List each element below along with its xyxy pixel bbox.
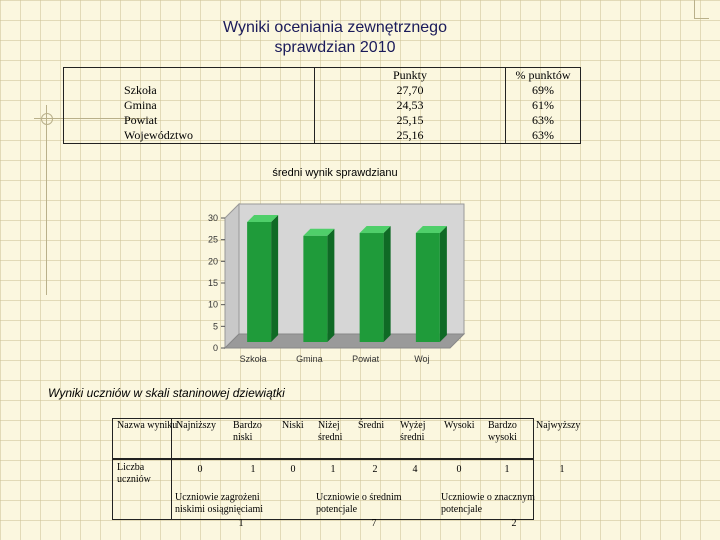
summary-header-empty	[63, 67, 315, 83]
bar-top	[359, 226, 391, 234]
x-tick-label: Gmina	[296, 354, 323, 364]
average-score-chart: średni wynik sprawdzianu 0 5 10 15 20 25 30 Szko…	[208, 167, 466, 364]
stanine-row-label-count: Liczba uczniów	[117, 462, 151, 485]
stanine-col-name: Bardzo niski	[233, 420, 262, 443]
bar-side	[271, 214, 279, 342]
chart-floor	[223, 333, 466, 349]
bar	[247, 221, 272, 342]
stanine-col-name: Bardzo wysoki	[488, 420, 517, 443]
stanine-col-name: Najniższy	[176, 420, 216, 431]
summary-row-label: Województwo	[63, 128, 315, 144]
x-tick-label: Szkoła	[240, 354, 267, 364]
decorative-circle	[41, 113, 53, 125]
summary-row-points: 25,15	[314, 113, 506, 128]
stanine-col-name: Niski	[282, 420, 304, 431]
y-tick-label: 0	[213, 343, 218, 353]
title-line-2: sprawdzian 2010	[274, 39, 396, 56]
bar-side	[383, 226, 391, 342]
y-tick-label: 10	[208, 300, 218, 310]
summary-header-percent: % punktów	[505, 67, 581, 83]
stanine-col-count: 1	[559, 464, 565, 475]
stanine-col-count: 0	[290, 464, 296, 475]
stanine-group-total: 7	[371, 518, 377, 529]
x-tick-label: Woj	[414, 354, 429, 364]
bar	[359, 233, 384, 342]
stanine-col-count: 1	[504, 464, 510, 475]
summary-row-percent: 61%	[505, 98, 581, 113]
stanine-col-count: 2	[372, 464, 378, 475]
stanine-row-label-name: Nazwa wyniku	[117, 420, 178, 431]
summary-row-percent: 63%	[505, 128, 581, 144]
bar	[415, 232, 440, 342]
summary-row-points: 25,16	[314, 128, 506, 144]
stanine-col-name: Średni	[358, 420, 385, 431]
stanine-group-label: Uczniowie o znacznym potencjale	[441, 492, 535, 515]
stanine-col-count: 1	[330, 464, 336, 475]
stanine-label-column	[112, 418, 172, 520]
summary-row-points: 24,53	[314, 98, 506, 113]
stanine-col-count: 4	[412, 464, 418, 475]
summary-row-label: Gmina	[63, 98, 315, 113]
stanine-col-name: Niżej średni	[318, 420, 343, 443]
y-tick-label: 25	[208, 235, 218, 245]
y-tick-label: 20	[208, 256, 218, 266]
summary-row: Województwo 25,16 63%	[63, 128, 581, 144]
summary-table: Punkty % punktów Szkoła 27,70 69% Gmina …	[63, 67, 581, 144]
y-tick-label: 5	[213, 321, 218, 331]
chart-title: średni wynik sprawdzianu	[272, 167, 397, 179]
bar	[303, 235, 328, 342]
summary-row: Powiat 25,15 63%	[63, 113, 581, 128]
stanine-group-total: 2	[511, 518, 517, 529]
summary-row-points: 27,70	[314, 83, 506, 98]
y-tick-label: 15	[208, 278, 218, 288]
summary-row: Gmina 24,53 61%	[63, 98, 581, 113]
stanine-col-count: 0	[197, 464, 203, 475]
summary-row-label: Szkoła	[63, 83, 315, 98]
stanine-col-name: Wysoki	[444, 420, 475, 431]
summary-row-percent: 69%	[505, 83, 581, 98]
x-tick-label: Powiat	[352, 354, 380, 364]
chart-side-wall	[224, 202, 240, 350]
summary-row-label: Powiat	[63, 113, 315, 128]
title-line-1: Wyniki oceniania zewnętrznego	[223, 19, 447, 36]
bar-top	[303, 228, 335, 236]
decorative-vertical-line	[46, 105, 47, 295]
stanine-col-count: 0	[456, 464, 462, 475]
stanine-divider	[112, 458, 534, 460]
bar-side	[327, 228, 335, 342]
summary-header-points: Punkty	[314, 67, 506, 83]
summary-row: Szkoła 27,70 69%	[63, 83, 581, 98]
stanine-group-label: Uczniowie o średnim potencjale	[316, 492, 402, 515]
stanine-col-name: Najwyższy	[536, 420, 581, 431]
y-tick-label: 30	[208, 213, 218, 223]
decorative-corner	[694, 0, 709, 19]
slide-title: Wyniki oceniania zewnętrznego sprawdzian…	[170, 18, 500, 58]
bar-top	[247, 214, 279, 222]
stanine-group-label: Uczniowie zagrożeni niskimi osiągnięciam…	[175, 492, 264, 515]
stanine-title: Wyniki uczniów w skali staninowej dziewi…	[48, 386, 285, 400]
stanine-col-name: Wyżej średni	[400, 420, 426, 443]
bar-top	[415, 225, 447, 233]
summary-row-percent: 63%	[505, 113, 581, 128]
stanine-group-total: 1	[238, 518, 244, 529]
stanine-col-count: 1	[250, 464, 256, 475]
bar-side	[439, 225, 447, 342]
summary-header-row: Punkty % punktów	[63, 67, 581, 83]
